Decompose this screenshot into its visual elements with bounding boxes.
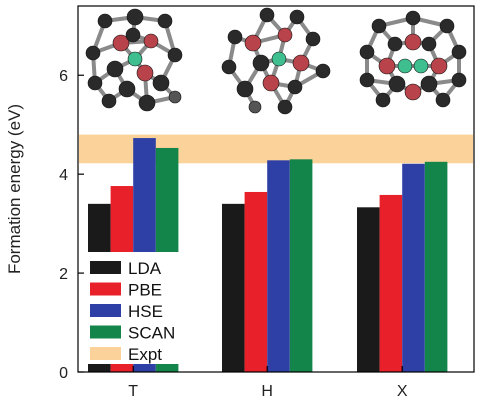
atom — [404, 33, 422, 51]
legend-swatch-hse — [90, 304, 121, 317]
y-tick-label: 6 — [59, 68, 68, 85]
atom — [125, 27, 141, 43]
atom — [85, 45, 101, 61]
inset-structure-x — [359, 10, 467, 108]
x-tick-label: X — [397, 383, 408, 400]
y-tick-label: 0 — [59, 365, 68, 382]
legend-label-lda: LDA — [128, 259, 162, 278]
x-tick-label: H — [261, 383, 273, 400]
atom — [236, 80, 254, 98]
legend-label-pbe: PBE — [128, 281, 162, 300]
atom — [435, 92, 451, 108]
legend-swatch-expt — [90, 347, 121, 360]
atom — [289, 9, 305, 25]
atom — [152, 74, 170, 92]
bar-pbe-h — [244, 191, 268, 372]
atom — [97, 13, 113, 29]
atom — [378, 57, 396, 75]
inset-structure-h — [221, 7, 331, 115]
atom — [405, 10, 421, 26]
atom — [127, 51, 143, 67]
atom — [244, 34, 262, 52]
atom — [252, 54, 270, 72]
atom — [101, 93, 117, 109]
atom — [118, 80, 136, 98]
atom — [430, 57, 448, 75]
bar-pbe-x — [379, 194, 403, 372]
plot-frame — [77, 5, 475, 373]
atom — [292, 54, 310, 72]
atom — [277, 27, 293, 43]
atom — [404, 83, 422, 101]
inset-structure-t — [85, 8, 183, 112]
atom — [126, 8, 144, 26]
bar-scan-h — [289, 159, 313, 372]
bar-lda-x — [357, 207, 380, 372]
atom — [227, 29, 243, 45]
legend-swatch-lda — [90, 261, 121, 274]
atom — [387, 36, 403, 52]
atom — [167, 47, 183, 63]
bar-hse-x — [402, 163, 425, 372]
atom — [248, 100, 262, 114]
atom — [157, 13, 173, 29]
atom — [221, 59, 237, 75]
atom — [359, 44, 375, 60]
inset-layer — [85, 7, 467, 115]
atom — [420, 75, 438, 93]
legend-swatch-pbe — [90, 282, 121, 296]
legend-label-scan: SCAN — [128, 324, 175, 343]
y-tick-label: 2 — [59, 266, 68, 283]
atom — [262, 74, 280, 92]
atom — [271, 51, 287, 67]
x-tick-label: T — [128, 383, 138, 400]
atom — [143, 33, 159, 49]
atom — [359, 72, 375, 88]
atom — [277, 99, 293, 115]
legend-label-hse: HSE — [128, 302, 163, 321]
atom — [451, 72, 467, 88]
legend-swatch-scan — [90, 325, 121, 339]
atom — [168, 90, 182, 104]
atom — [87, 75, 103, 91]
atom — [305, 31, 321, 47]
y-tick-label: 4 — [59, 167, 68, 184]
axes: 0 2 4 6 T H X — [59, 5, 475, 400]
atom — [371, 18, 387, 34]
atom — [106, 60, 124, 78]
atom — [413, 58, 429, 74]
atom — [287, 79, 303, 95]
atom — [136, 64, 154, 82]
atom — [439, 18, 455, 34]
bar-lda-h — [222, 203, 245, 372]
bar-scan-x — [424, 161, 448, 372]
atom — [112, 34, 130, 52]
y-axis-label: Formation energy (eV) — [5, 104, 24, 274]
atom — [421, 36, 437, 52]
atom — [138, 94, 156, 112]
atom — [451, 44, 467, 60]
atom — [388, 75, 406, 93]
atom — [315, 63, 331, 79]
atom — [259, 7, 275, 23]
legend: LDA PBE HSE SCAN Expt — [84, 252, 192, 364]
atom — [397, 58, 413, 74]
bar-hse-h — [267, 160, 290, 372]
atom — [375, 92, 391, 108]
legend-label-expt: Expt — [128, 345, 162, 364]
